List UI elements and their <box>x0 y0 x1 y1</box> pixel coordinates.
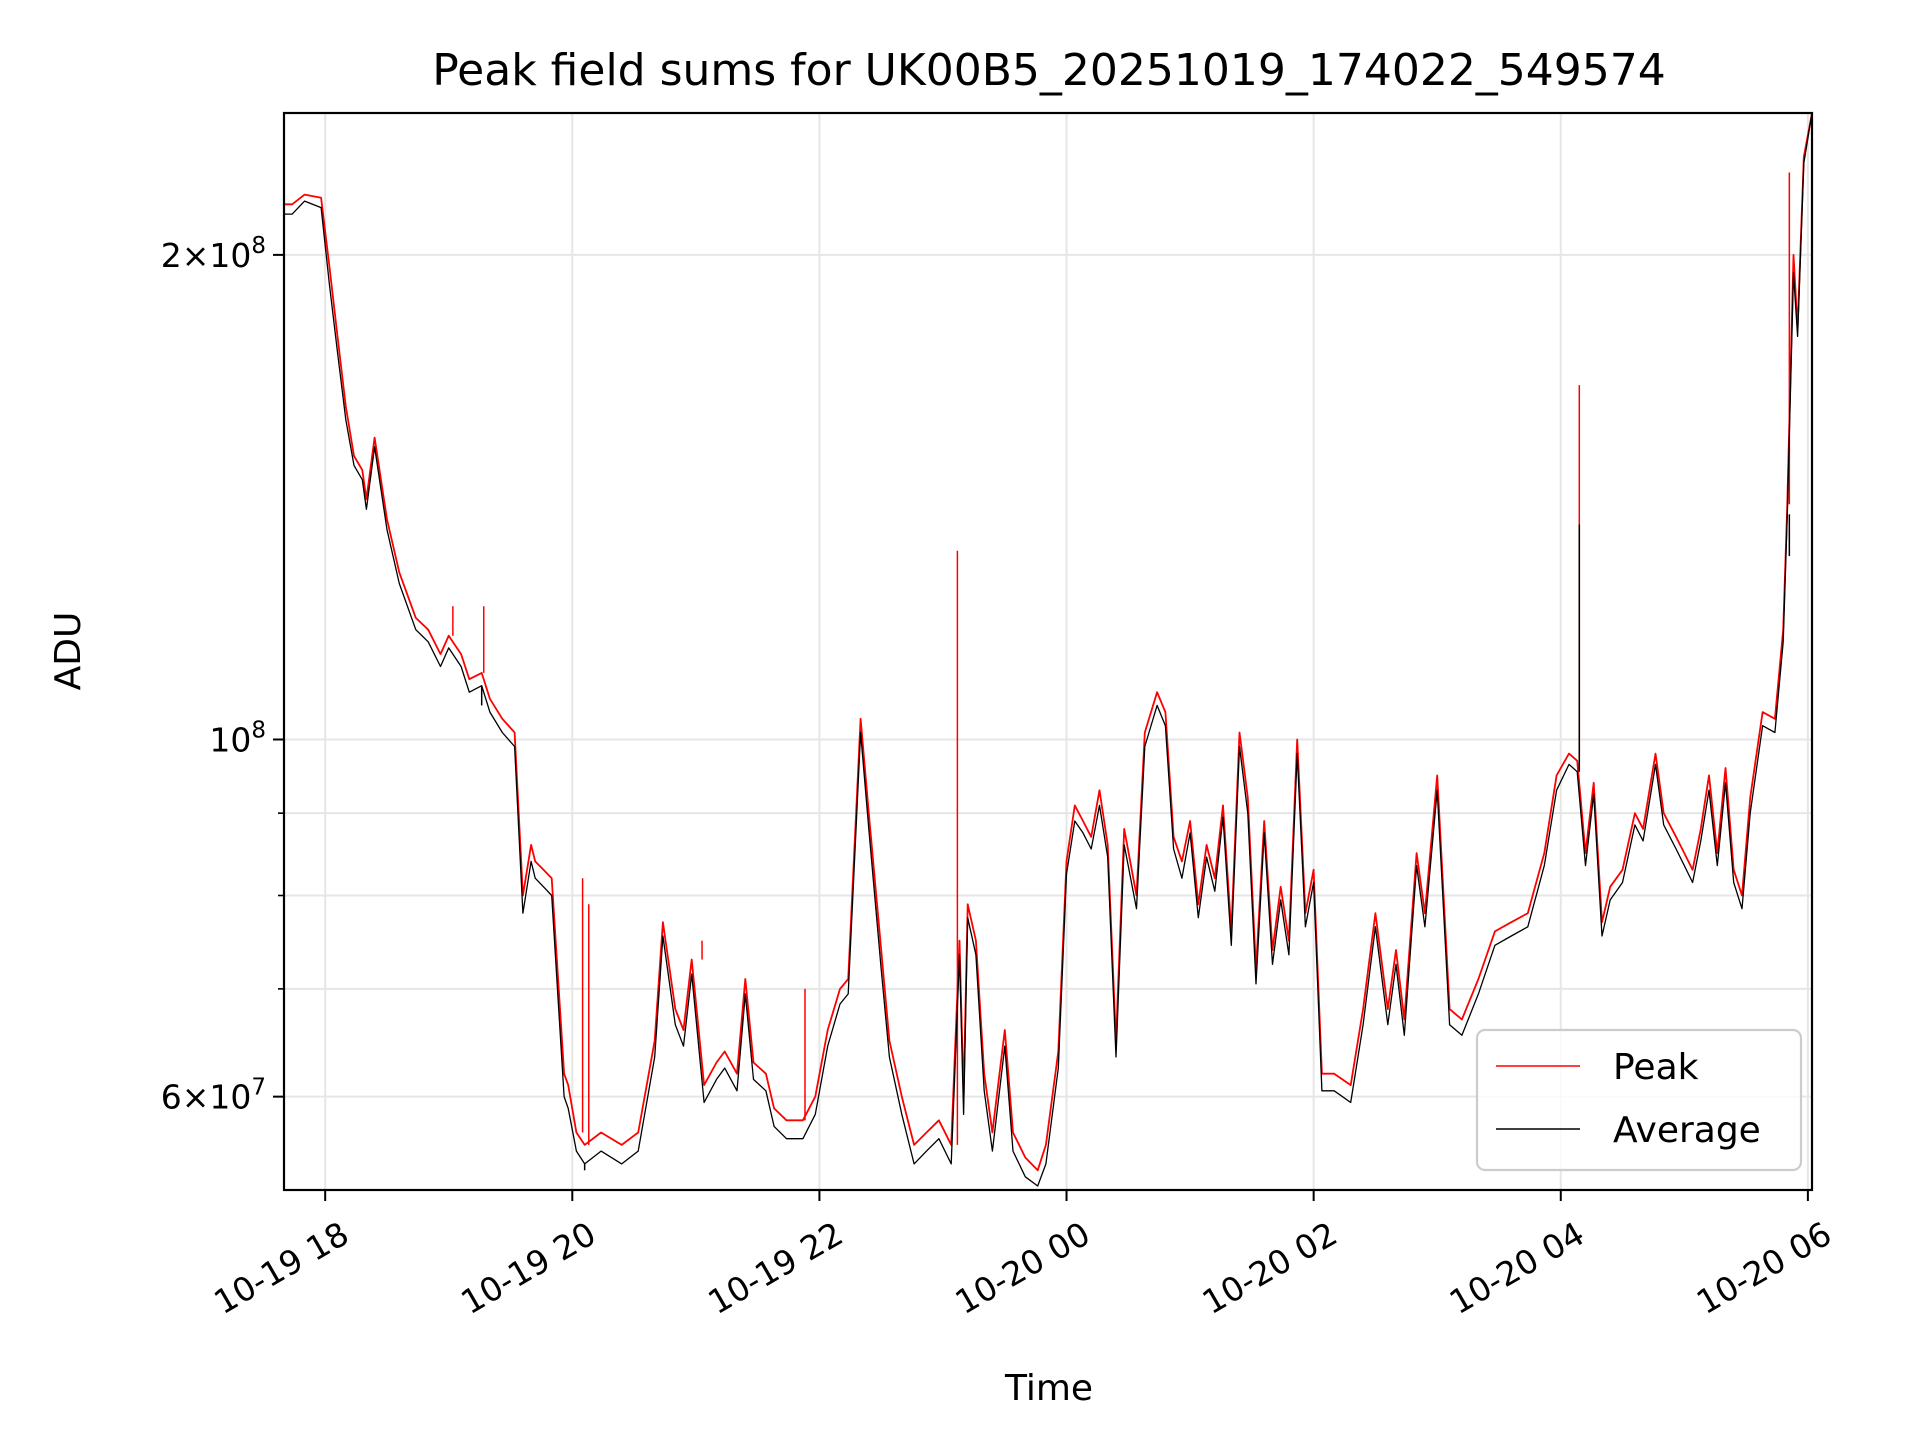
series-line-peak <box>284 112 1813 1172</box>
grid <box>284 113 1812 1190</box>
y-tick-label: 108 <box>209 717 266 759</box>
legend: Peak Average <box>1475 1028 1803 1172</box>
y-tick-label: 6×107 <box>161 1075 266 1117</box>
series-layer <box>284 112 1813 1187</box>
legend-box <box>1475 1028 1803 1172</box>
plot-frame <box>282 111 1814 1192</box>
y-tick-label: 2×108 <box>161 233 266 275</box>
y-axis-label: ADU <box>48 612 89 691</box>
legend-label-peak: Peak <box>1613 1047 1699 1088</box>
x-axis-label: Time <box>1004 1368 1093 1409</box>
series-line-average <box>284 112 1813 1187</box>
plot-area <box>284 113 1812 1190</box>
legend-label-average: Average <box>1613 1110 1761 1151</box>
y-axis-ticks: 6×107 108 2×108 <box>161 233 284 1117</box>
chart-title: Peak field sums for UK00B5_20251019_1740… <box>432 45 1666 96</box>
